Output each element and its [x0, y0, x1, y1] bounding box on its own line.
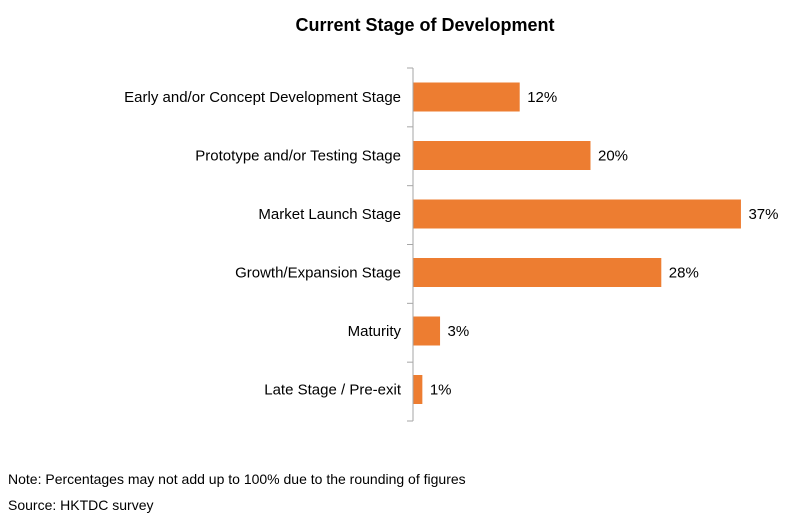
value-label: 3% [448, 323, 470, 340]
bar [413, 199, 741, 229]
footnote-source: Source: HKTDC survey [8, 497, 154, 513]
bar [413, 258, 662, 287]
category-label: Growth/Expansion Stage [235, 265, 401, 282]
category-label: Prototype and/or Testing Stage [195, 148, 401, 165]
category-label: Market Launch Stage [258, 206, 401, 223]
bar [413, 375, 423, 404]
chart-title: Current Stage of Development [295, 15, 554, 35]
value-label: 37% [748, 206, 778, 223]
footnote-note: Note: Percentages may not add up to 100%… [8, 471, 466, 487]
value-label: 1% [430, 382, 452, 399]
category-label: Early and/or Concept Development Stage [124, 89, 401, 106]
bar [413, 141, 591, 170]
category-label: Maturity [348, 323, 402, 340]
value-label: 12% [527, 89, 557, 106]
value-label: 28% [669, 265, 699, 282]
bar [413, 82, 520, 112]
chart: Current Stage of Development Early and/o… [124, 15, 778, 422]
plot-area: Early and/or Concept Development Stage 12… [124, 67, 778, 422]
bar-chart-svg: Current Stage of Development Early and/o… [124, 15, 778, 422]
value-label: 20% [598, 148, 628, 165]
category-label: Late Stage / Pre-exit [264, 382, 402, 399]
bar [413, 316, 441, 346]
